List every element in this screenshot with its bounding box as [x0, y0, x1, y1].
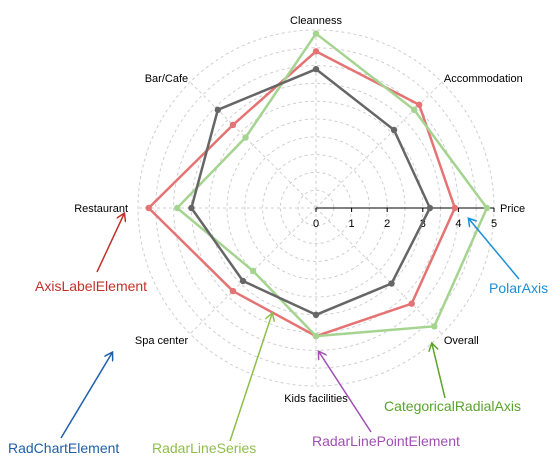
- callout-rad-chart-element: RadChartElement: [8, 353, 119, 456]
- radar-line-point: [388, 280, 395, 287]
- radar-line-series: [188, 65, 434, 318]
- category-label: Restaurant: [74, 203, 128, 215]
- category-label: Spa center: [135, 335, 189, 347]
- tick-label: 2: [384, 218, 390, 230]
- radar-line-point: [451, 204, 459, 212]
- tick-label: 5: [491, 218, 497, 230]
- radar-line-point: [483, 204, 491, 212]
- arrow-rad-chart-element: [60, 353, 112, 439]
- radar-line-point: [312, 65, 320, 73]
- callout-radar-line-point-element: RadarLinePointElement: [312, 352, 460, 449]
- category-labels: Cleanness Accommodation Price Overall Kids f…: [74, 15, 525, 405]
- arrow-radar-line-series: [229, 314, 272, 442]
- radar-line-point: [249, 267, 257, 275]
- callout-polar-axis: PolarAxis: [469, 219, 548, 296]
- label-categorical-radial-axis: CategoricalRadialAxis: [384, 398, 521, 414]
- radar-line-point: [229, 121, 237, 129]
- radar-line-point: [242, 134, 249, 141]
- category-label: Price: [500, 203, 525, 215]
- radar-line-point: [145, 204, 152, 212]
- radar-line-point: [416, 101, 423, 108]
- radar-series-group: [145, 30, 491, 340]
- radar-line-point: [312, 30, 320, 37]
- radar-line-point: [410, 106, 418, 114]
- label-radar-line-point-element: RadarLinePointElement: [312, 433, 460, 449]
- radar-line-point: [214, 106, 222, 114]
- arrow-radar-line-point-element: [319, 352, 372, 433]
- category-label: Bar/Cafe: [145, 73, 188, 85]
- arrow-axis-label-element: [96, 214, 124, 273]
- label-polar-axis: PolarAxis: [489, 280, 548, 296]
- callout-categorical-radial-axis: CategoricalRadialAxis: [384, 344, 521, 414]
- category-label: Accommodation: [444, 73, 523, 85]
- radar-line-point: [239, 277, 247, 285]
- radar-line-series: [173, 30, 491, 340]
- radar-line-point: [426, 204, 434, 212]
- radar-line-point: [229, 287, 237, 295]
- tick-label: 1: [349, 218, 355, 230]
- label-rad-chart-element: RadChartElement: [8, 440, 119, 456]
- radar-line-point: [173, 204, 181, 212]
- label-radar-line-series: RadarLineSeries: [152, 440, 256, 456]
- category-label: Kids facilities: [284, 393, 348, 405]
- callout-axis-label-element: AxisLabelElement: [35, 214, 147, 294]
- category-label: Cleanness: [290, 15, 342, 27]
- arrow-polar-axis: [469, 219, 520, 280]
- radar-line-point: [312, 311, 320, 318]
- radar-line-point: [390, 126, 398, 134]
- category-label: Overall: [444, 335, 479, 347]
- radar-line-point: [408, 300, 415, 307]
- radar-line: [190, 67, 432, 317]
- tick-label: 0: [313, 218, 319, 230]
- arrow-categorical-radial-axis: [432, 344, 446, 399]
- radar-line: [175, 32, 489, 338]
- radar-line-point: [312, 48, 320, 55]
- callout-radar-line-series: RadarLineSeries: [152, 314, 272, 456]
- radar-line-point: [431, 323, 438, 330]
- tick-label: 4: [455, 218, 461, 230]
- label-axis-label-element: AxisLabelElement: [35, 278, 147, 294]
- radar-line-point: [312, 332, 320, 340]
- radar-line-point: [188, 204, 195, 212]
